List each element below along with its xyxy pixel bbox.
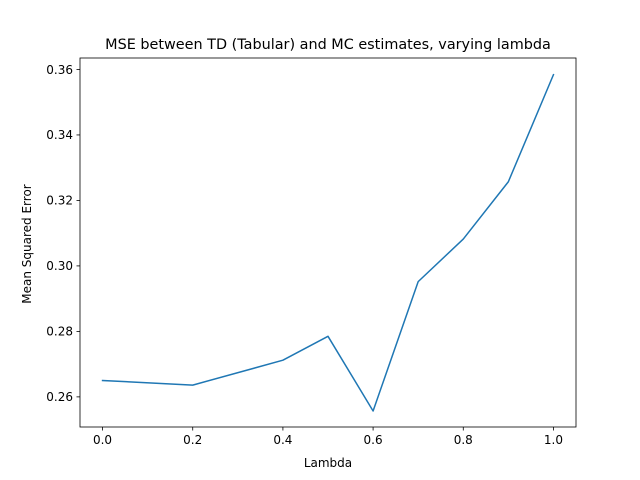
y-tick-label: 0.36 — [46, 63, 73, 77]
y-tick-label: 0.26 — [46, 390, 73, 404]
x-axis-label: Lambda — [304, 456, 352, 470]
chart-title: MSE between TD (Tabular) and MC estimate… — [105, 37, 551, 53]
x-axis: 0.0 0.2 0.4 0.6 0.8 1.0 — [93, 427, 563, 447]
plot-frame — [79, 57, 577, 428]
y-axis-label: Mean Squared Error — [20, 184, 34, 304]
y-tick-label: 0.28 — [46, 325, 73, 339]
y-axis: 0.26 0.28 0.30 0.32 0.34 0.36 — [46, 63, 80, 404]
y-tick-label: 0.32 — [46, 194, 73, 208]
y-tick-label: 0.34 — [46, 128, 73, 142]
x-tick-label: 0.6 — [364, 433, 383, 447]
x-tick-label: 0.4 — [273, 433, 292, 447]
y-tick-label: 0.30 — [46, 259, 73, 273]
series-line — [101, 73, 555, 412]
x-tick-label: 0.8 — [454, 433, 473, 447]
x-tick-label: 0.2 — [183, 433, 202, 447]
x-tick-label: 1.0 — [544, 433, 563, 447]
plot-area — [101, 73, 555, 412]
x-tick-label: 0.0 — [93, 433, 112, 447]
